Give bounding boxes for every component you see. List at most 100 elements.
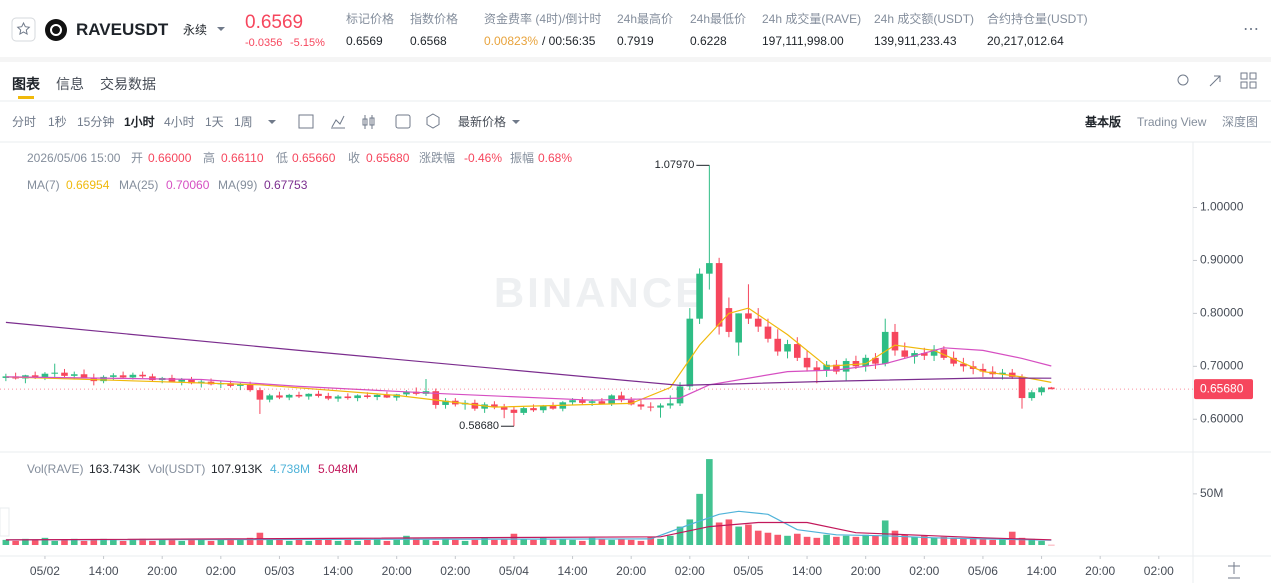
candle-body	[129, 374, 137, 378]
stat-label: 24h最高价	[617, 12, 674, 26]
candle-body	[383, 394, 391, 398]
interval[interactable]: 1天	[205, 115, 224, 129]
candle-body	[569, 400, 576, 403]
volume-bar	[735, 526, 742, 545]
favorite-button[interactable]	[11, 17, 36, 42]
volume-bar	[305, 540, 313, 545]
indicator-icon[interactable]	[298, 114, 314, 129]
volume-bar	[979, 538, 987, 545]
candle-body	[110, 375, 117, 377]
volume-bar	[158, 539, 166, 545]
layout-icon[interactable]	[1240, 72, 1248, 80]
ma-legend-value: 0.66954	[66, 178, 110, 192]
coin-logo	[45, 19, 67, 41]
legend-label: 振幅	[510, 151, 535, 165]
interval[interactable]: 1周	[234, 115, 253, 129]
volume-bar	[793, 533, 801, 545]
volume-bar	[41, 537, 49, 545]
candle-body	[315, 393, 322, 396]
separator	[0, 57, 1271, 62]
x-tick-label: 05/05	[733, 564, 763, 578]
interval[interactable]: 1小时	[124, 115, 155, 129]
candle-body	[149, 376, 156, 381]
x-tick-label: 14:00	[323, 564, 353, 578]
x-tick-label: 02:00	[206, 564, 236, 578]
stat-value: 0.6228	[690, 34, 727, 48]
more-menu[interactable]: ⋯	[1243, 21, 1259, 38]
volume-legend-value: 163.743K	[89, 462, 141, 476]
interval[interactable]: 15分钟	[77, 115, 115, 129]
interval[interactable]: 4小时	[164, 115, 195, 129]
legend-time: 2026/05/06 15:00	[27, 151, 121, 165]
view-option[interactable]: 深度图	[1222, 115, 1259, 129]
volume-bar	[960, 538, 967, 545]
volume-bar	[1018, 537, 1026, 545]
candle-body	[784, 344, 791, 352]
fullscreen-icon[interactable]	[1209, 75, 1221, 87]
price-type-dropdown[interactable]	[512, 120, 520, 124]
volume-bar	[188, 538, 195, 545]
alert-icon[interactable]	[1177, 74, 1189, 86]
volume-bar	[686, 519, 694, 545]
axis-settings-icon[interactable]	[1228, 562, 1240, 579]
interval[interactable]: 分时	[12, 115, 37, 129]
stat-label: 24h 成交额(USDT)	[874, 12, 975, 26]
candle-body	[999, 372, 1006, 375]
candle-body	[715, 263, 723, 327]
candle-body	[471, 402, 479, 409]
volume-bar	[549, 539, 557, 545]
candle-body	[813, 367, 821, 371]
symbol-dropdown[interactable]	[217, 27, 225, 31]
candle-body	[921, 353, 928, 356]
volume-bar	[100, 538, 107, 545]
volume-bar	[119, 540, 127, 545]
y-tick-label: 0.70000	[1200, 358, 1244, 372]
tab[interactable]: 交易数据	[100, 76, 156, 92]
candle-type-icon[interactable]	[362, 115, 375, 129]
price-type[interactable]: 最新价格	[458, 115, 507, 129]
stat-label: 合约持仓量(USDT)	[987, 12, 1088, 26]
candle-body	[285, 394, 293, 398]
drawing-icon[interactable]	[331, 115, 345, 129]
volume-bar	[61, 539, 68, 545]
volume-bar	[764, 532, 772, 545]
volume-bar	[842, 535, 850, 545]
candle-body	[686, 318, 694, 387]
candle-body	[276, 395, 283, 398]
template-icon[interactable]	[395, 114, 411, 129]
candle-body	[1048, 387, 1055, 390]
tab[interactable]: 信息	[56, 76, 84, 92]
x-tick-label: 20:00	[147, 564, 177, 578]
candle-body	[295, 394, 303, 397]
candle-body	[51, 372, 59, 374]
ma-legend-value: 0.67753	[264, 178, 308, 192]
interval-dropdown[interactable]	[268, 120, 276, 124]
tab[interactable]: 图表	[12, 76, 40, 92]
volume-bar	[657, 538, 664, 545]
x-tick-label: 02:00	[1144, 564, 1174, 578]
collapse-button[interactable]	[0, 507, 10, 537]
candle-body	[901, 350, 909, 357]
settings-icon[interactable]	[426, 113, 440, 129]
watermark: BINANCE	[494, 269, 706, 316]
volume-bar	[579, 540, 586, 545]
view-option[interactable]: 基本版	[1085, 115, 1122, 129]
contract-type: 永续	[183, 23, 208, 37]
volume-bar	[608, 539, 615, 545]
stat-value: 0.6569	[346, 34, 383, 48]
volume-bar	[901, 534, 909, 545]
volume-legend-value: 107.913K	[211, 462, 263, 476]
volume-bar	[627, 539, 635, 545]
volume-bar	[452, 539, 459, 545]
view-option[interactable]: Trading View	[1137, 115, 1207, 129]
volume-bar	[80, 540, 88, 545]
legend-label: 高	[203, 151, 216, 165]
volume-bar	[618, 538, 625, 545]
candle-body	[745, 313, 752, 319]
volume-bar	[207, 540, 215, 545]
candle-body	[549, 406, 557, 409]
volume-bar	[745, 524, 752, 545]
interval[interactable]: 1秒	[48, 115, 67, 129]
ma-legend-name: MA(25)	[119, 178, 159, 192]
candle-body	[588, 401, 596, 403]
